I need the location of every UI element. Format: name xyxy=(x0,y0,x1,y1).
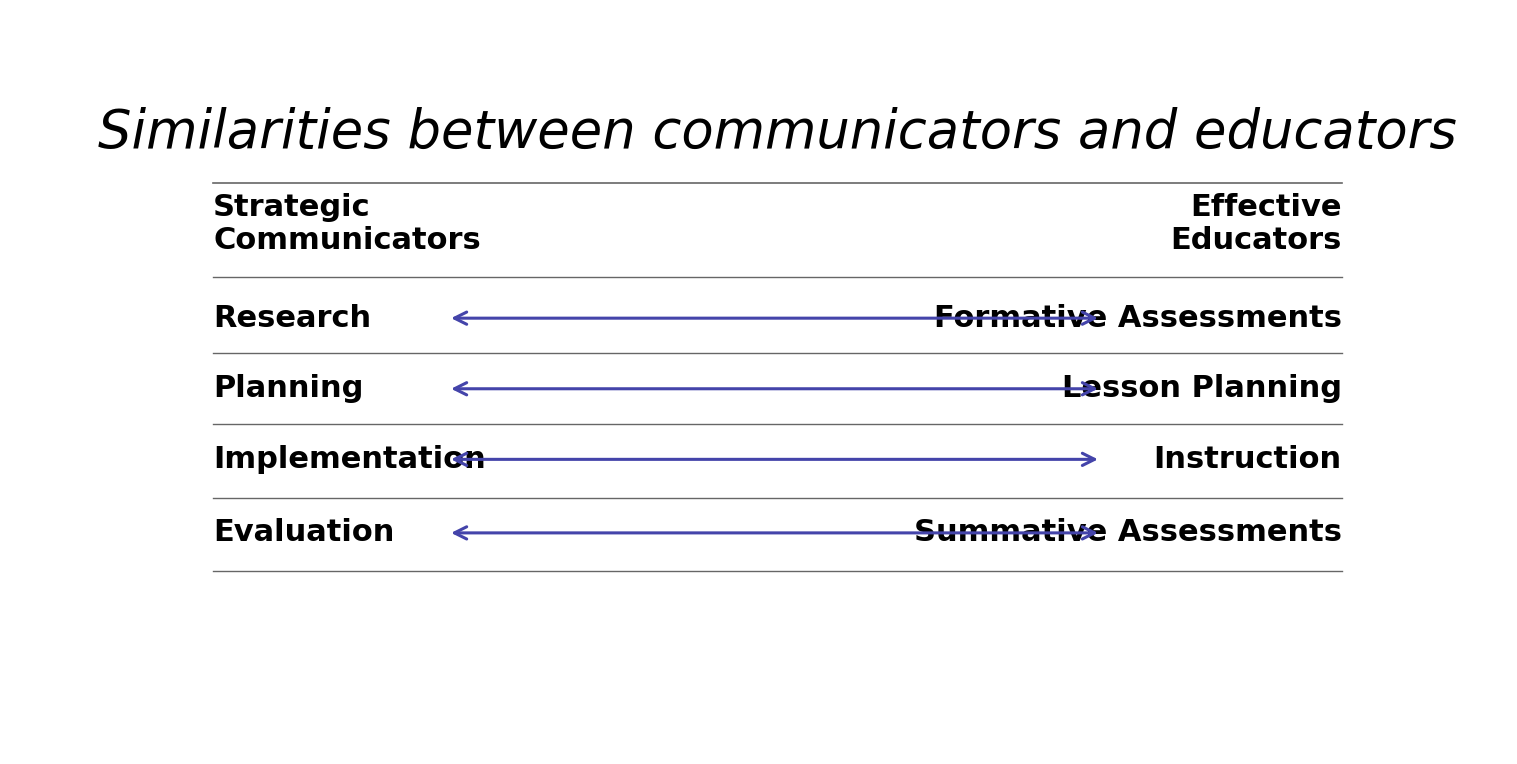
Text: Research: Research xyxy=(212,303,372,332)
Text: Similarities between communicators and educators: Similarities between communicators and e… xyxy=(99,107,1456,159)
Text: Instruction: Instruction xyxy=(1153,445,1341,474)
Text: Lesson Planning: Lesson Planning xyxy=(1062,374,1341,403)
Text: Formative Assessments: Formative Assessments xyxy=(934,303,1341,332)
Text: Evaluation: Evaluation xyxy=(212,519,394,547)
Text: Summative Assessments: Summative Assessments xyxy=(913,519,1341,547)
Text: Effective
Educators: Effective Educators xyxy=(1171,193,1341,255)
Text: Implementation: Implementation xyxy=(212,445,485,474)
Text: Strategic
Communicators: Strategic Communicators xyxy=(212,193,481,255)
Text: Planning: Planning xyxy=(212,374,364,403)
